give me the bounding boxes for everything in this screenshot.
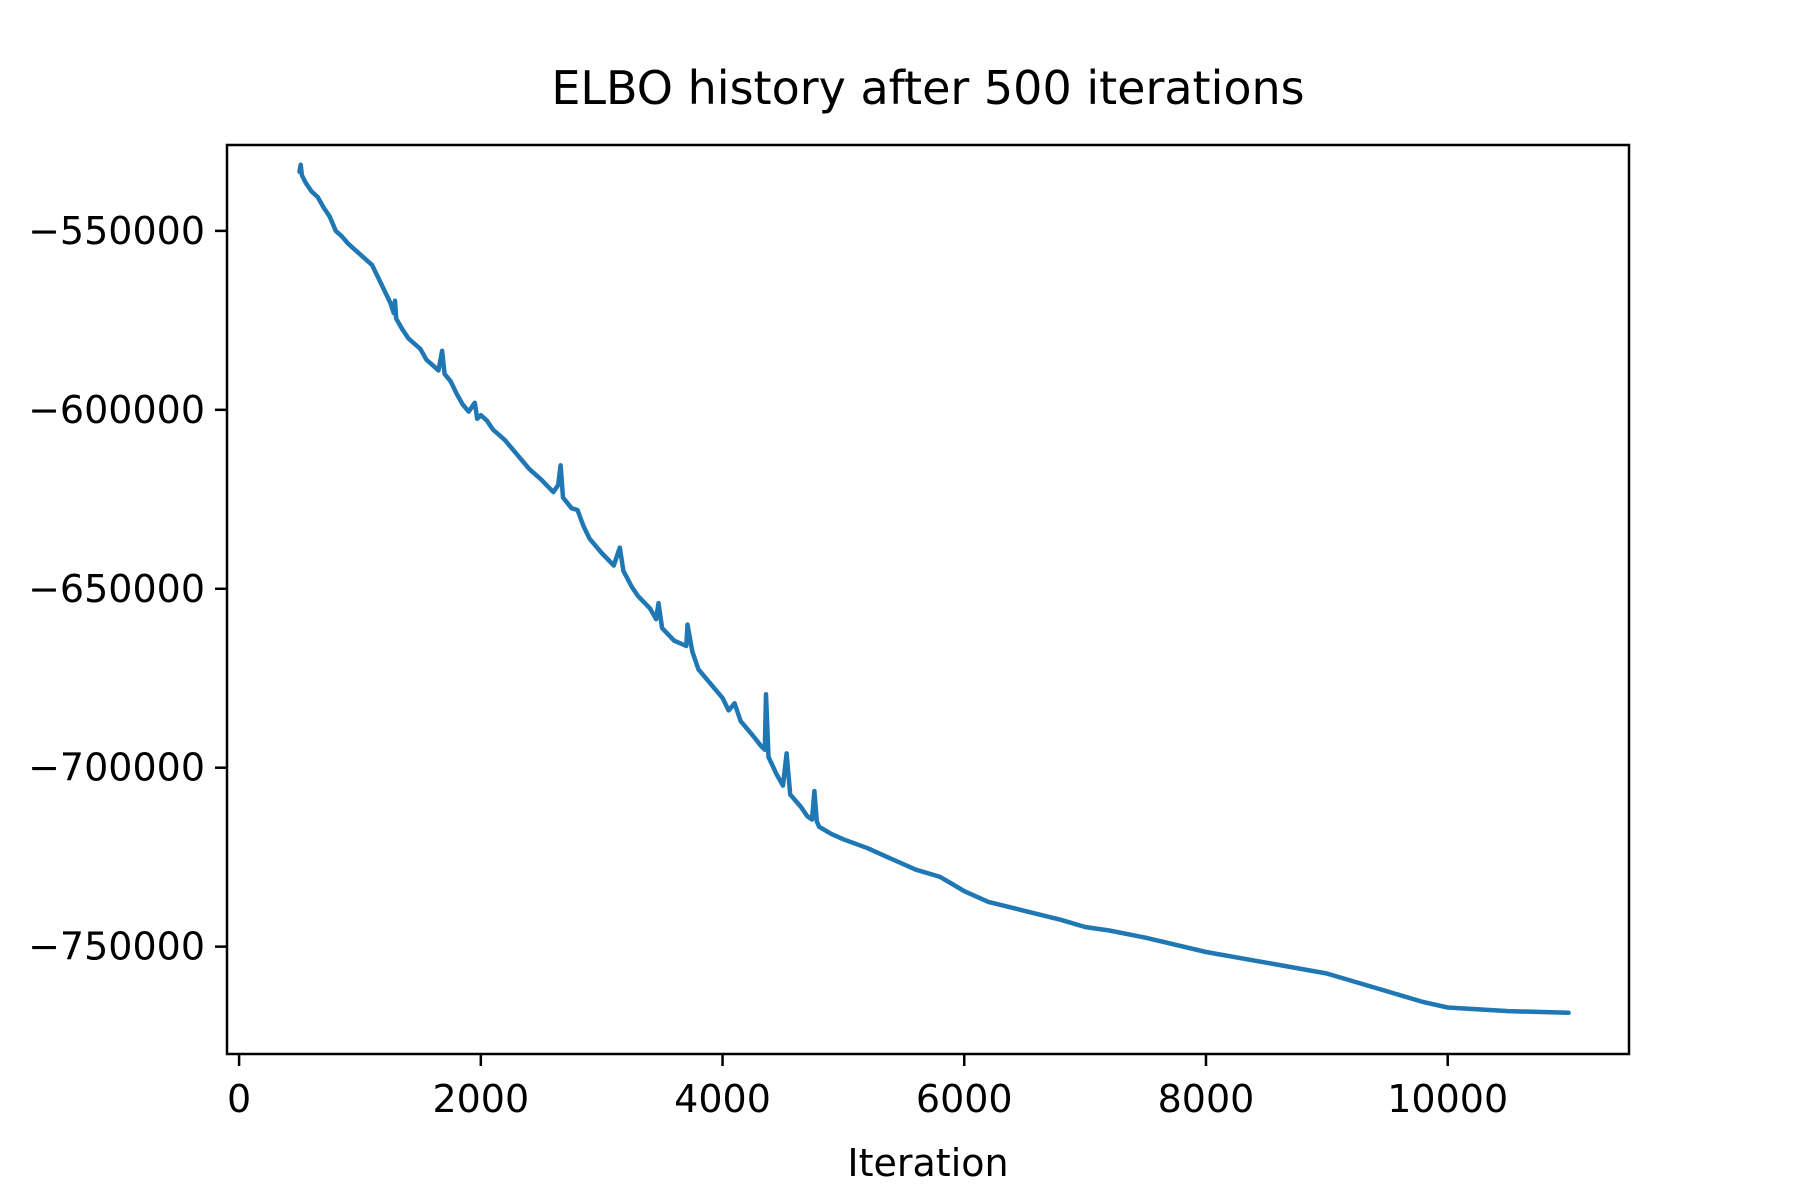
x-axis-label: Iteration bbox=[847, 1141, 1008, 1185]
y-axis: −550000 −600000 −650000 −700000 −750000 bbox=[28, 209, 227, 969]
x-tick-label: 4000 bbox=[674, 1077, 771, 1121]
x-axis: 0 2000 4000 6000 8000 10000 bbox=[227, 1054, 1508, 1121]
y-tick-label: −700000 bbox=[28, 746, 205, 790]
y-tick-label: −650000 bbox=[28, 567, 205, 611]
chart-title: ELBO history after 500 iterations bbox=[551, 61, 1304, 115]
elbo-series-line bbox=[297, 162, 1571, 1016]
x-tick-label: 2000 bbox=[432, 1077, 529, 1121]
x-tick-label: 8000 bbox=[1158, 1077, 1255, 1121]
y-tick-label: −750000 bbox=[28, 925, 205, 969]
y-tick-label: −600000 bbox=[28, 388, 205, 432]
x-tick-label: 10000 bbox=[1387, 1077, 1508, 1121]
y-tick-label: −550000 bbox=[28, 209, 205, 253]
x-tick-label: 0 bbox=[227, 1077, 251, 1121]
plot-area bbox=[297, 162, 1571, 1016]
x-tick-label: 6000 bbox=[916, 1077, 1013, 1121]
plot-frame bbox=[225, 143, 1631, 1056]
